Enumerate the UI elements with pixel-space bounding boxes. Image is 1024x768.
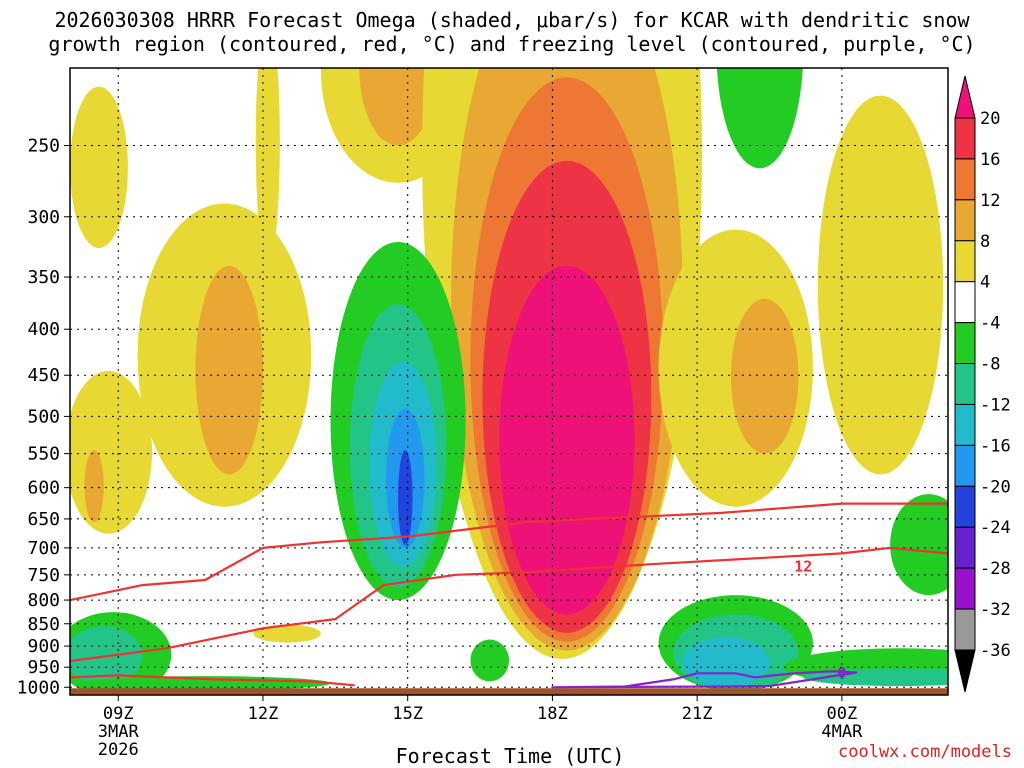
- colorbar-bin-7: [954, 403, 976, 446]
- omega-region-down-20-23: [398, 450, 413, 546]
- colorbar-bin-4: [954, 281, 976, 324]
- dgz-contour-0: [70, 502, 948, 602]
- y-tick-label-550: 550: [27, 444, 60, 465]
- omega-region-up-20-13: [499, 265, 635, 615]
- ground-layer: [70, 688, 948, 695]
- omega-region-up-8-4: [195, 265, 263, 475]
- plot-frame: [69, 67, 949, 696]
- y-tick-label-300: 300: [27, 207, 60, 228]
- colorbar-label-12: -32: [980, 600, 1011, 620]
- y-axis: 2503003504004505005506006507007508008509…: [17, 136, 70, 698]
- x-tick-label-15Z: 15Z: [392, 704, 423, 724]
- x-tick-label-12Z: 12Z: [248, 704, 279, 724]
- omega-region-up-8-15: [730, 298, 799, 454]
- chart-title-line-1: 2026030308 HRRR Forecast Omega (shaded, …: [54, 8, 970, 32]
- colorbar-bin-12: [954, 608, 976, 651]
- colorbar-label-0: 20: [980, 109, 1000, 129]
- y-tick-label-1000: 1000: [17, 677, 60, 698]
- y-tick-label-750: 750: [27, 565, 60, 586]
- omega-region-up-8-2: [84, 450, 104, 522]
- colorbar-label-8: -16: [980, 436, 1011, 456]
- y-tick-label-450: 450: [27, 365, 60, 386]
- y-tick-label-250: 250: [27, 136, 60, 157]
- freezing-level-contour: [551, 670, 858, 689]
- x-tick-date-09Z: 3MAR: [98, 722, 140, 742]
- colorbar-bottom-arrow: [954, 649, 976, 693]
- colorbar-label-11: -28: [980, 559, 1011, 579]
- x-tick-label-09Z: 09Z: [103, 704, 134, 724]
- colorbar-bin-3: [954, 240, 976, 283]
- colorbar-label-6: -8: [980, 355, 1000, 375]
- colorbar-bin-2: [954, 199, 976, 242]
- contour-label-1: 0: [837, 664, 846, 682]
- x-tick-date-00Z: 4MAR: [821, 722, 863, 742]
- colorbar-bin-0: [954, 117, 976, 160]
- dgz-contour-2: [70, 674, 355, 687]
- omega-region-up-8-8: [359, 68, 437, 146]
- x-tick-label-18Z: 18Z: [537, 704, 568, 724]
- y-tick-label-850: 850: [27, 614, 60, 635]
- colorbar-label-3: 8: [980, 232, 990, 252]
- omega-region-down-8-32: [803, 668, 948, 687]
- colorbar: 20 16 12 8 4 -4 -8 -12 -16 -20 -24 -28 -32 -36: [954, 75, 1011, 693]
- y-tick-label-950: 950: [27, 657, 60, 678]
- y-tick-label-400: 400: [27, 319, 60, 340]
- omega-region-up-4-6: [253, 624, 321, 643]
- y-tick-label-600: 600: [27, 478, 60, 499]
- colorbar-bin-9: [954, 485, 976, 528]
- colorbar-bin-8: [954, 444, 976, 487]
- colorbar-label-5: -4: [980, 314, 1000, 334]
- y-tick-label-350: 350: [27, 267, 60, 288]
- omega-region-down-4-27: [470, 639, 510, 682]
- omega-region-up-4-5: [255, 68, 280, 266]
- omega-region-down-4-17: [716, 68, 803, 169]
- omega-region-down-12-30: [682, 637, 770, 688]
- x-axis-label: Forecast Time (UTC): [395, 744, 625, 768]
- contours-layer: 12 0: [70, 502, 948, 689]
- colorbar-label-7: -12: [980, 395, 1011, 415]
- colorbar-label-10: -24: [980, 518, 1011, 538]
- colorbar-top-arrow: [954, 75, 976, 119]
- colorbar-bin-10: [954, 526, 976, 569]
- colorbar-bin-11: [954, 567, 976, 610]
- contour-label-0: 12: [794, 557, 812, 575]
- colorbar-bin-1: [954, 158, 976, 201]
- colorbar-label-4: 4: [980, 273, 990, 293]
- credit-link[interactable]: coolwx.com/models: [838, 742, 1012, 762]
- colorbar-label-2: 12: [980, 191, 1000, 211]
- chart-title-line-2: growth region (contoured, red, °C) and f…: [48, 32, 976, 56]
- y-tick-label-650: 650: [27, 509, 60, 530]
- omega-region-up-4-1: [70, 370, 152, 534]
- colorbar-label-13: -36: [980, 641, 1011, 661]
- omega-region-up-4-16: [817, 95, 944, 475]
- x-tick-label-00Z: 00Z: [827, 704, 858, 724]
- x-tick-label-21Z: 21Z: [682, 704, 713, 724]
- colorbar-bin-5: [954, 322, 976, 365]
- colorbar-bin-6: [954, 363, 976, 405]
- omega-shading-layer: [70, 68, 948, 695]
- x-tick-year-09Z: 2026: [98, 740, 139, 760]
- y-tick-label-500: 500: [27, 406, 60, 427]
- colorbar-label-1: 16: [980, 150, 1000, 170]
- y-tick-label-800: 800: [27, 590, 60, 611]
- y-tick-label-700: 700: [27, 538, 60, 559]
- y-tick-label-900: 900: [27, 636, 60, 657]
- omega-region-up-4-0: [70, 86, 128, 249]
- colorbar-label-9: -20: [980, 477, 1011, 497]
- dgz-contour-1: [70, 546, 948, 663]
